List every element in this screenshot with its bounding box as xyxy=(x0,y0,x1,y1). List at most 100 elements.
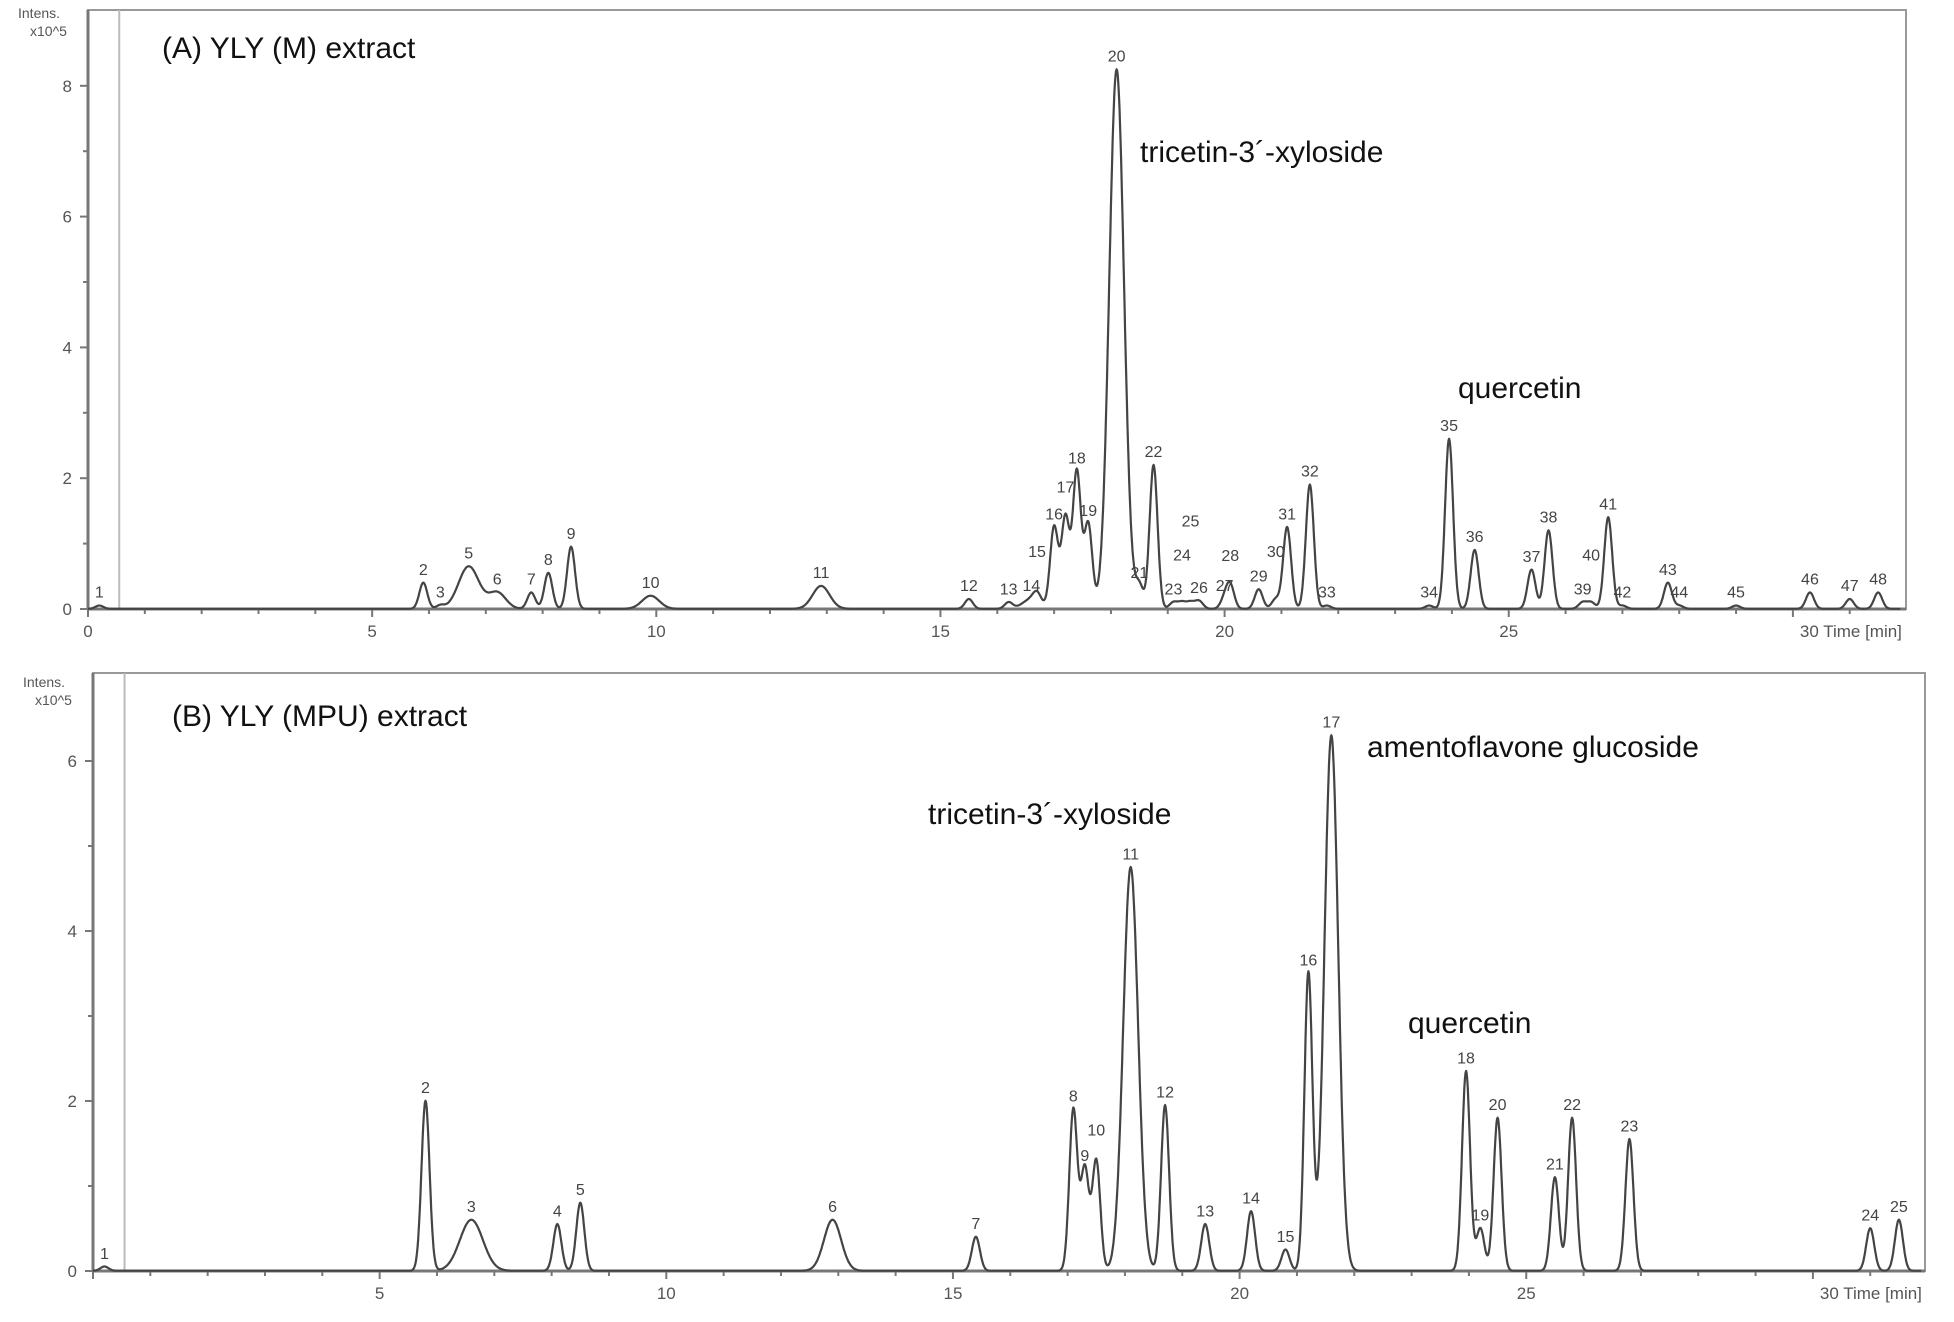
peak-label-8: 8 xyxy=(1069,1089,1078,1106)
compound-annotation: tricetin-3´-xyloside xyxy=(1140,136,1383,169)
peak-label-12: 12 xyxy=(1156,1084,1174,1101)
y-tick-label: 2 xyxy=(63,469,72,488)
peak-label-38: 38 xyxy=(1540,510,1558,527)
peak-label-30: 30 xyxy=(1267,544,1285,561)
peak-label-13: 13 xyxy=(1196,1203,1214,1220)
x-tick-label: 5 xyxy=(367,622,376,641)
y-axis-unit: x10^5 xyxy=(30,23,67,39)
peak-label-23: 23 xyxy=(1165,581,1183,598)
peak-label-31: 31 xyxy=(1278,506,1296,523)
peak-label-4: 4 xyxy=(553,1203,562,1220)
peak-label-10: 10 xyxy=(642,575,660,592)
x-tick-label: 25 xyxy=(1517,1284,1536,1303)
chromatogram-trace xyxy=(92,734,1922,1272)
peak-label-17: 17 xyxy=(1322,715,1340,732)
peak-label-3: 3 xyxy=(436,585,445,602)
peak-label-18: 18 xyxy=(1068,451,1086,468)
peak-label-48: 48 xyxy=(1869,572,1887,589)
compound-annotation: tricetin-3´-xyloside xyxy=(928,798,1171,831)
peak-label-16: 16 xyxy=(1299,953,1317,970)
peak-label-37: 37 xyxy=(1523,549,1541,566)
peak-label-13: 13 xyxy=(1000,581,1018,598)
chromatogram-trace xyxy=(87,68,1901,610)
peak-label-11: 11 xyxy=(1122,846,1139,863)
panel-title: (A) YLY (M) extract xyxy=(162,32,416,65)
peak-label-16: 16 xyxy=(1045,506,1063,523)
peak-label-40: 40 xyxy=(1582,547,1600,564)
y-tick-label: 4 xyxy=(63,338,72,357)
peak-label-5: 5 xyxy=(464,545,473,562)
peak-label-34: 34 xyxy=(1420,585,1438,602)
x-tick-label: 20 xyxy=(1230,1284,1249,1303)
x-tick-label: 10 xyxy=(647,622,666,641)
peak-label-2: 2 xyxy=(421,1080,430,1097)
y-tick-label: 6 xyxy=(68,752,77,771)
peak-label-29: 29 xyxy=(1250,568,1268,585)
peak-label-1: 1 xyxy=(95,585,104,602)
peak-label-36: 36 xyxy=(1466,529,1484,546)
y-tick-label: 8 xyxy=(63,77,72,96)
peak-label-25: 25 xyxy=(1182,513,1200,530)
peak-label-44: 44 xyxy=(1670,585,1688,602)
x-tick-label: 10 xyxy=(657,1284,676,1303)
peak-label-46: 46 xyxy=(1801,572,1819,589)
peak-label-21: 21 xyxy=(1546,1157,1564,1174)
x-tick-label: 15 xyxy=(931,622,950,641)
y-axis-label: Intens. xyxy=(23,674,65,690)
peak-label-35: 35 xyxy=(1440,418,1458,435)
peak-label-6: 6 xyxy=(828,1199,837,1216)
peak-label-22: 22 xyxy=(1145,444,1163,461)
x-tick-label: 5 xyxy=(375,1284,384,1303)
peak-label-33: 33 xyxy=(1318,585,1336,602)
peak-label-22: 22 xyxy=(1563,1097,1581,1114)
peak-label-27: 27 xyxy=(1216,578,1234,595)
x-tick-label: 15 xyxy=(943,1284,962,1303)
plot-frame xyxy=(87,9,1907,610)
peak-label-14: 14 xyxy=(1022,578,1040,595)
y-tick-label: 2 xyxy=(68,1092,77,1111)
peak-label-32: 32 xyxy=(1301,464,1319,481)
peak-label-28: 28 xyxy=(1221,548,1239,565)
peak-label-15: 15 xyxy=(1028,544,1046,561)
peak-label-45: 45 xyxy=(1727,585,1745,602)
panel-title: (B) YLY (MPU) extract xyxy=(172,700,468,733)
y-axis-label: Intens. xyxy=(18,5,60,21)
peak-label-20: 20 xyxy=(1489,1097,1507,1114)
y-tick-label: 0 xyxy=(63,600,72,619)
peak-label-24: 24 xyxy=(1861,1208,1879,1225)
peak-label-6: 6 xyxy=(493,572,502,589)
y-tick-label: 4 xyxy=(68,922,77,941)
compound-annotation: amentoflavone glucoside xyxy=(1367,731,1699,764)
peak-label-19: 19 xyxy=(1471,1208,1489,1225)
peak-label-9: 9 xyxy=(567,526,576,543)
peak-label-39: 39 xyxy=(1574,581,1592,598)
peak-label-3: 3 xyxy=(467,1199,476,1216)
compound-annotation: quercetin xyxy=(1458,372,1581,405)
peak-label-7: 7 xyxy=(971,1216,980,1233)
peak-label-24: 24 xyxy=(1173,547,1191,564)
peak-label-8: 8 xyxy=(544,552,553,569)
peak-label-20: 20 xyxy=(1108,48,1126,65)
peak-label-14: 14 xyxy=(1242,1191,1260,1208)
peak-label-15: 15 xyxy=(1277,1229,1295,1246)
compound-annotation: quercetin xyxy=(1408,1007,1531,1040)
peak-label-5: 5 xyxy=(576,1182,585,1199)
peak-label-25: 25 xyxy=(1890,1199,1908,1216)
y-tick-label: 0 xyxy=(68,1262,77,1281)
peak-label-1: 1 xyxy=(100,1246,109,1263)
y-axis-unit: x10^5 xyxy=(35,692,72,708)
peak-label-43: 43 xyxy=(1659,562,1677,579)
peak-label-10: 10 xyxy=(1087,1123,1105,1140)
y-tick-label: 6 xyxy=(63,208,72,227)
x-tick-label: 25 xyxy=(1499,622,1518,641)
peak-label-47: 47 xyxy=(1841,578,1859,595)
peak-label-19: 19 xyxy=(1079,503,1097,520)
peak-label-26: 26 xyxy=(1190,580,1208,597)
x-tick-label: 20 xyxy=(1215,622,1234,641)
peak-label-42: 42 xyxy=(1614,585,1632,602)
peak-label-17: 17 xyxy=(1057,479,1075,496)
peak-label-9: 9 xyxy=(1080,1148,1089,1165)
peak-label-7: 7 xyxy=(527,572,536,589)
